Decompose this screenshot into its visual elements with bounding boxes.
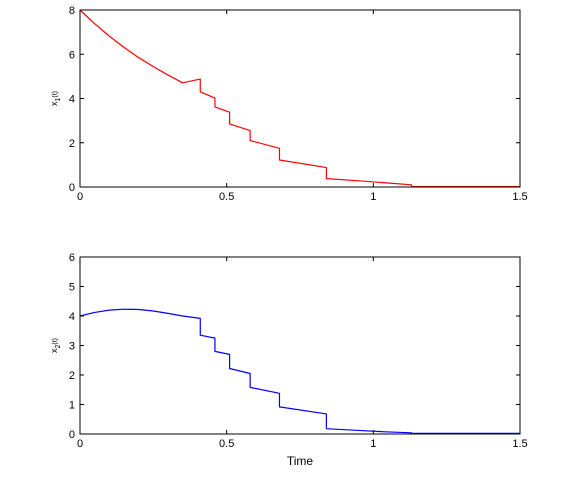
- x-tick-label: 0: [77, 191, 83, 203]
- axes-box: [79, 256, 521, 435]
- y-tick-label: 6: [69, 49, 75, 61]
- y-tick-label: 2: [69, 138, 75, 150]
- series-line-2-1: [79, 308, 520, 435]
- x-tick-label: 0.5: [219, 438, 234, 450]
- x-axis-label: Time: [287, 454, 314, 468]
- y-tick-label: 4: [69, 311, 75, 323]
- y-tick-label: 0: [69, 429, 75, 441]
- y-tick-label: 3: [69, 341, 75, 353]
- y-tick-label: 0: [69, 182, 75, 194]
- chart-panel-2: 0 0.5 1 1.5 0 1 2 3 4 5 6 x2(t) Time: [49, 252, 528, 468]
- x-tick-label: 0.5: [219, 191, 234, 203]
- axes-box: [79, 9, 521, 188]
- y-tick-label: 4: [69, 94, 75, 106]
- y-axis-label: x1(t): [49, 91, 62, 106]
- y-tick-label: 2: [69, 370, 75, 382]
- y-tick-label: 6: [69, 252, 75, 264]
- x-tick-label: 1: [370, 191, 376, 203]
- chart-panel-1: 0 0.5 1 1.5 0 2 4 6 8 x1(t): [49, 5, 528, 203]
- x-tick-label: 1.5: [512, 438, 527, 450]
- x-tick-label: 1: [370, 438, 376, 450]
- y-tick-label: 5: [69, 282, 75, 294]
- x-tick-label: 1.5: [512, 191, 527, 203]
- x-tick-label: 0: [77, 438, 83, 450]
- y-axis-label: x2(t): [49, 338, 62, 353]
- series-line-1-1: [79, 9, 520, 188]
- y-tick-label: 8: [69, 5, 75, 17]
- y-tick-label: 1: [69, 400, 75, 412]
